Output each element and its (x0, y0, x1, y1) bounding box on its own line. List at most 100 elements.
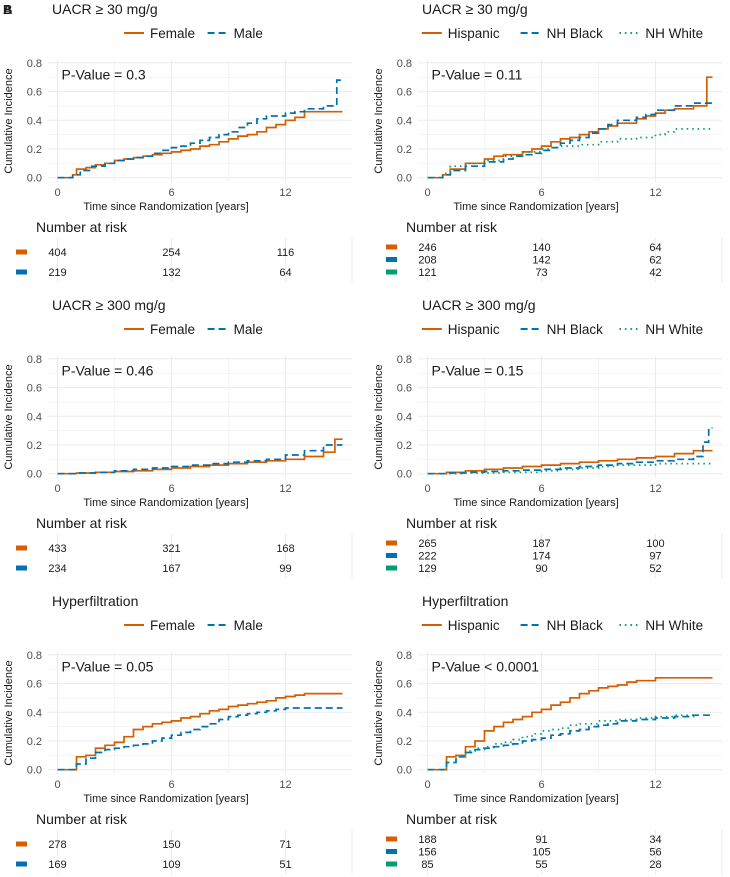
risk-table: 433 321 168 234 167 99 (16, 534, 353, 578)
p-value-label: P-Value = 0.05 (62, 658, 154, 674)
y-tick-label: 0.8 (27, 650, 42, 662)
risk-count: 109 (162, 859, 180, 871)
legend-label: NH Black (547, 26, 604, 41)
y-tick-label: 0.0 (397, 765, 412, 777)
y-tick-label: 0.2 (397, 144, 412, 156)
legend: Female Male (124, 322, 263, 337)
risk-count: 91 (535, 834, 547, 846)
x-tick-label: 0 (54, 779, 60, 791)
risk-count: 142 (532, 255, 550, 267)
legend: Female Male (124, 26, 263, 41)
risk-count: 34 (649, 834, 661, 846)
risk-count: 100 (646, 538, 664, 550)
legend-item: Hispanic (421, 26, 500, 41)
risk-count: 42 (649, 267, 661, 279)
p-value-label: P-Value < 0.0001 (432, 658, 540, 674)
y-axis-title: Cumulative Incidence (373, 68, 385, 173)
legend-label: NH White (645, 26, 703, 41)
x-tick-label: 12 (649, 779, 661, 791)
risk-table-row: 265 187 100 (386, 538, 665, 550)
risk-table-row: 208 142 62 (386, 255, 662, 267)
gridlines (48, 652, 352, 774)
y-tick-label: 0.8 (397, 58, 412, 70)
series-line-male (57, 79, 343, 179)
y-axis-title: Cumulative Incidence (3, 68, 15, 173)
risk-table-title: Number at risk (406, 219, 498, 235)
x-tick-label: 0 (54, 187, 60, 199)
risk-table-row: 222 174 97 (386, 551, 662, 563)
risk-row-swatch (386, 849, 397, 854)
x-tick-label: 6 (538, 779, 544, 791)
risk-count: 234 (48, 563, 66, 575)
risk-table-row: 219 132 64 (16, 267, 292, 279)
risk-row-swatch (16, 861, 27, 867)
legend-item: NH White (619, 322, 703, 337)
risk-table: 278 150 71 169 109 51 (16, 830, 353, 874)
risk-count: 169 (48, 859, 66, 871)
risk-count: 73 (535, 267, 547, 279)
x-axis-title: Time since Randomization [years] (83, 793, 248, 805)
corner-label-right: A (3, 2, 13, 17)
panel-title: UACR ≥ 30 mg/g (422, 1, 528, 17)
x-tick-label: 12 (279, 187, 291, 199)
km-panel-5: Hyperfiltration Female Male 0.0 0.2 0.4 0.6 0.8… (3, 593, 353, 874)
legend-label: Female (150, 322, 195, 337)
legend-label: Female (150, 26, 195, 41)
legend-item: NH White (619, 26, 703, 41)
p-value-label: P-Value = 0.46 (62, 362, 154, 378)
risk-table-title: Number at risk (36, 219, 128, 235)
panel-title: UACR ≥ 30 mg/g (52, 1, 158, 17)
y-tick-label: 0.2 (397, 736, 412, 748)
y-tick-label: 0.2 (27, 440, 42, 452)
risk-table-title: Number at risk (406, 515, 498, 531)
x-tick-label: 6 (168, 483, 174, 495)
x-tick-label: 12 (649, 187, 661, 199)
y-tick-label: 0.6 (27, 383, 42, 395)
risk-row-swatch (16, 269, 27, 275)
risk-count: 321 (162, 543, 180, 555)
risk-count: 156 (418, 847, 436, 859)
risk-table-row: 188 91 34 (386, 834, 662, 846)
y-axis-title: Cumulative Incidence (3, 364, 15, 469)
risk-table-title: Number at risk (36, 811, 128, 827)
risk-table-row: 121 73 42 (386, 267, 662, 279)
x-tick-label: 0 (54, 483, 60, 495)
y-tick-label: 0.0 (27, 469, 42, 481)
y-axis-title: Cumulative Incidence (373, 660, 385, 765)
y-axis-title: Cumulative Incidence (3, 660, 15, 765)
y-tick-label: 0.0 (397, 173, 412, 185)
legend: Female Male (124, 618, 263, 633)
y-tick-label: 0.8 (27, 354, 42, 366)
risk-count: 52 (649, 563, 661, 575)
x-tick-label: 12 (649, 483, 661, 495)
risk-count: 433 (48, 543, 66, 555)
risk-table-title: Number at risk (406, 811, 498, 827)
y-axis-title: Cumulative Incidence (373, 364, 385, 469)
risk-count: 174 (532, 551, 550, 563)
risk-count: 167 (162, 563, 180, 575)
risk-count: 71 (279, 839, 291, 851)
legend-label: Female (150, 618, 195, 633)
p-value-label: P-Value = 0.15 (432, 362, 524, 378)
risk-count: 99 (279, 563, 291, 575)
risk-count: 121 (418, 267, 436, 279)
y-tick-label: 0.2 (27, 144, 42, 156)
x-tick-label: 12 (279, 483, 291, 495)
risk-table-row: 129 90 52 (386, 563, 662, 575)
x-tick-label: 6 (538, 187, 544, 199)
x-tick-label: 6 (168, 187, 174, 199)
legend-item: NH Black (520, 322, 604, 337)
series-line-female (57, 692, 343, 771)
legend-item: NH Black (520, 618, 603, 633)
risk-table-title: Number at risk (36, 515, 128, 531)
legend-label: NH Black (547, 322, 604, 337)
risk-table: 404 254 116 219 132 64 (16, 238, 353, 282)
y-tick-label: 0.6 (397, 679, 412, 691)
x-tick-label: 6 (538, 483, 544, 495)
corner-label-left: B (3, 2, 12, 17)
risk-count: 129 (418, 563, 436, 575)
legend-item: Female (124, 618, 195, 633)
y-tick-label: 0.4 (397, 115, 412, 127)
